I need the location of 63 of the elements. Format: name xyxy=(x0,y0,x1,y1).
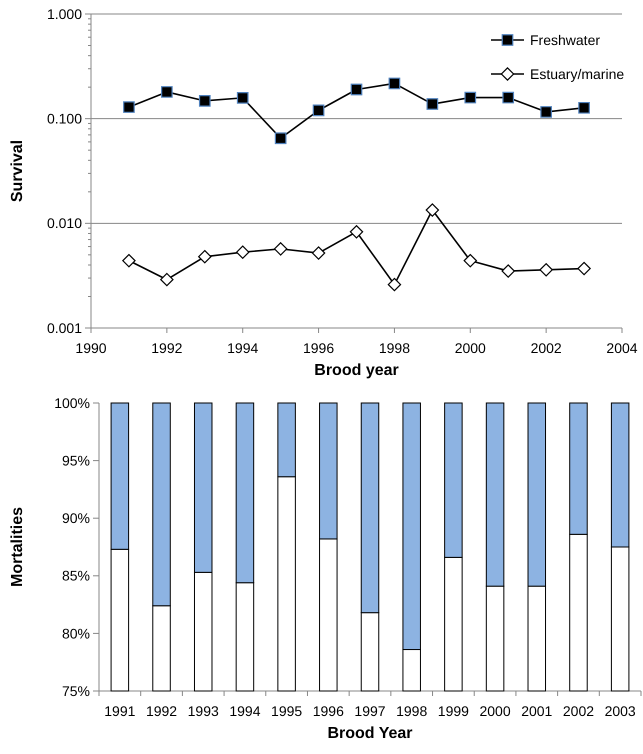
x-tick-label: 2001 xyxy=(521,703,553,719)
point xyxy=(123,101,135,113)
x-tick-label: 1990 xyxy=(75,340,107,356)
point xyxy=(312,104,324,116)
x-tick-label: 2000 xyxy=(454,340,486,356)
x-axis-title: Brood Year xyxy=(327,725,413,742)
y-axis-title: Mortalities xyxy=(9,506,26,588)
legend-label: Estuary/marine xyxy=(530,66,624,82)
x-tick-label: 1997 xyxy=(354,703,386,719)
y-tick-label: 85% xyxy=(62,568,90,584)
point xyxy=(198,250,212,264)
point xyxy=(388,278,402,292)
point xyxy=(274,132,286,144)
y-tick-label: 0.010 xyxy=(46,215,82,232)
point xyxy=(236,245,250,259)
x-tick-label: 2003 xyxy=(604,703,636,719)
point xyxy=(578,102,590,114)
point xyxy=(198,95,211,107)
point xyxy=(350,84,362,96)
point xyxy=(160,272,174,286)
point xyxy=(312,246,326,260)
point xyxy=(236,92,249,104)
point xyxy=(540,106,552,118)
y-tick-label: 80% xyxy=(62,625,90,642)
x-tick-label: 2004 xyxy=(606,340,638,356)
x-tick-label: 1994 xyxy=(227,340,258,356)
x-tick-label: 2002 xyxy=(530,340,562,356)
y-tick-label: 95% xyxy=(62,452,90,468)
x-tick-label: 2002 xyxy=(562,703,594,719)
point xyxy=(539,263,553,276)
x-tick-label: 1998 xyxy=(396,703,428,719)
x-tick-label: 1995 xyxy=(271,703,302,719)
x-axis-title: Brood year xyxy=(314,362,399,379)
x-tick-label: 1999 xyxy=(438,703,470,719)
point xyxy=(388,78,400,90)
x-tick-label: 2000 xyxy=(480,703,511,719)
x-tick-label: 1994 xyxy=(229,703,261,719)
x-tick-label: 1992 xyxy=(151,340,183,356)
point xyxy=(502,264,515,278)
y-tick-label: 0.001 xyxy=(46,320,82,336)
y-tick-label: 0.100 xyxy=(46,110,82,127)
x-tick-label: 1998 xyxy=(378,340,410,356)
x-tick-label: 1996 xyxy=(302,340,334,356)
x-tick-label: 1996 xyxy=(312,703,344,719)
y-tick-label: 100% xyxy=(54,394,90,411)
y-axis-title: Survival xyxy=(9,140,26,202)
point xyxy=(122,254,136,268)
point xyxy=(502,92,514,104)
point xyxy=(274,242,288,256)
point xyxy=(161,86,173,98)
x-tick-label: 1993 xyxy=(188,703,220,719)
point xyxy=(577,262,591,276)
y-tick-label: 75% xyxy=(62,682,90,699)
point xyxy=(426,98,438,110)
x-tick-label: 1992 xyxy=(146,703,178,719)
x-tick-label: 1991 xyxy=(104,703,136,719)
point xyxy=(464,254,477,268)
point xyxy=(426,203,440,217)
y-tick-label: 90% xyxy=(62,510,90,526)
legend-label: Freshwater xyxy=(530,32,600,48)
y-tick-label: 1.000 xyxy=(46,6,82,22)
point xyxy=(350,225,364,239)
point xyxy=(464,92,476,104)
